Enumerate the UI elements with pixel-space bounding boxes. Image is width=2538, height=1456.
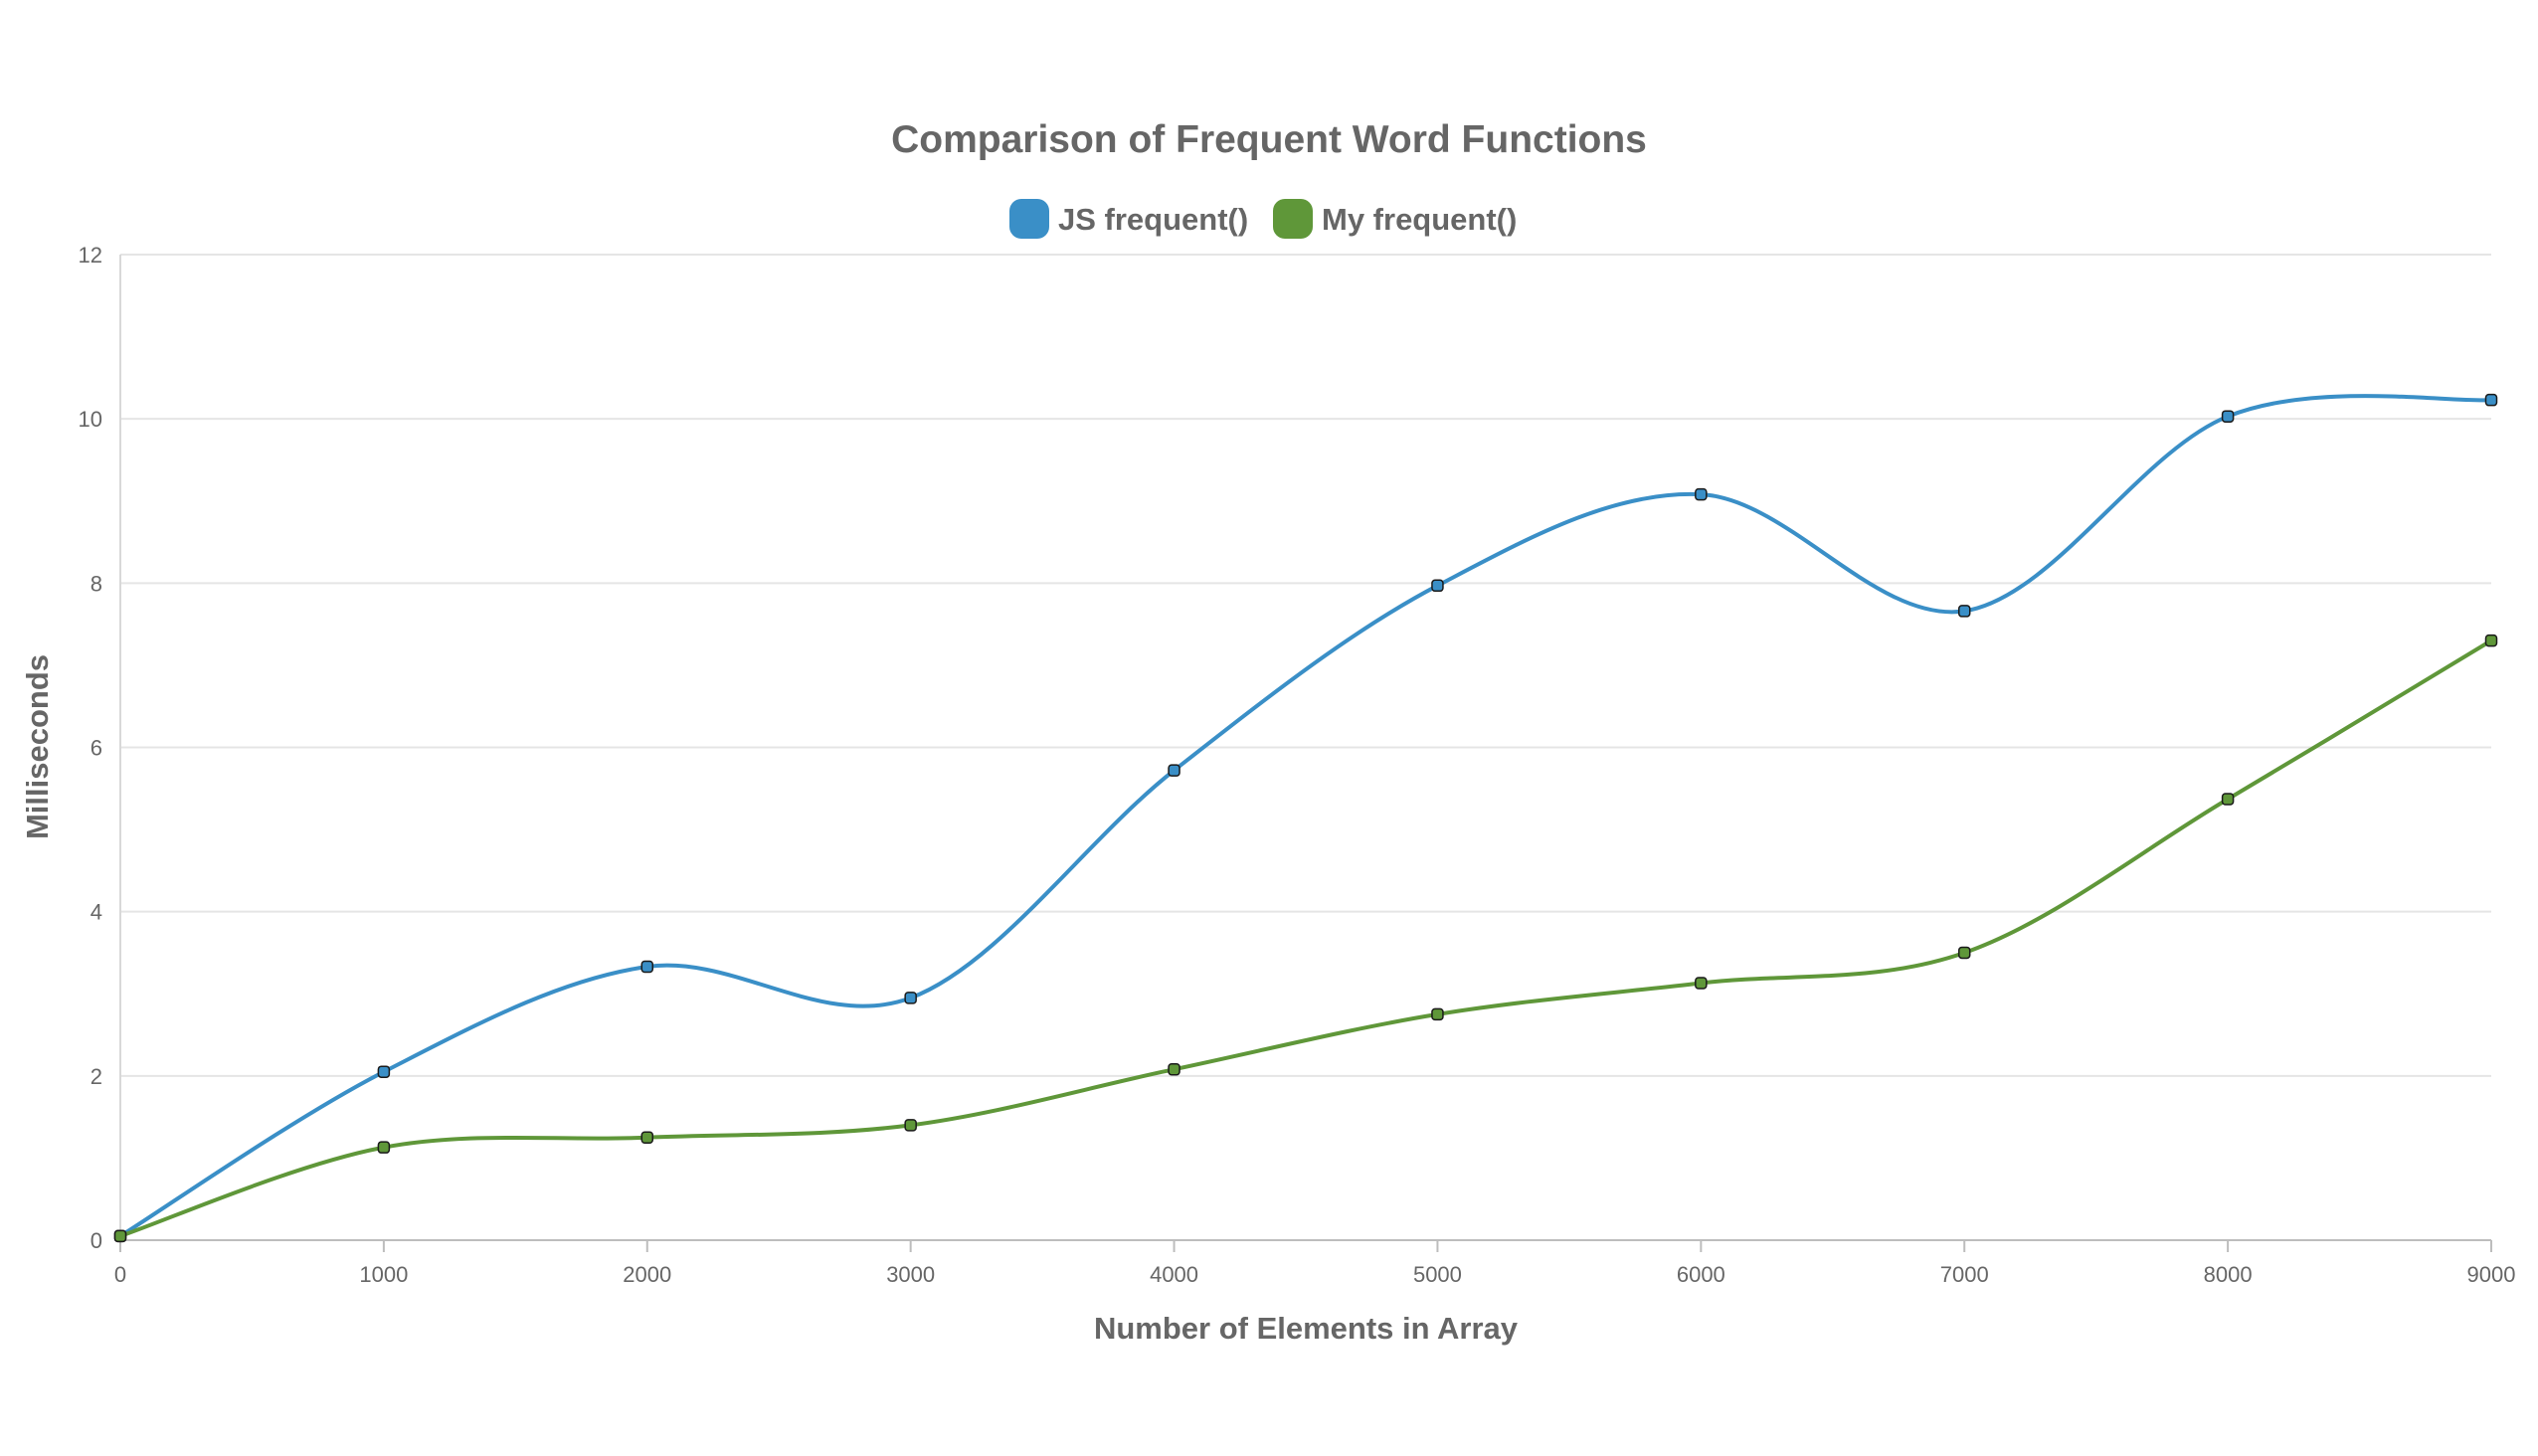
data-point-my-frequent-0[interactable] — [113, 1229, 127, 1243]
series-line-js-frequent — [118, 394, 2493, 1238]
x-tick-label: 4000 — [1150, 1262, 1198, 1287]
data-point-my-frequent-2000[interactable] — [640, 1131, 654, 1145]
x-tick-label: 0 — [114, 1262, 126, 1287]
y-tick-label: 12 — [79, 243, 102, 268]
x-tick-label: 2000 — [623, 1262, 671, 1287]
y-tick-label: 6 — [91, 736, 102, 761]
data-point-my-frequent-9000[interactable] — [2484, 634, 2498, 647]
chart-title: Comparison of Frequent Word Functions — [891, 118, 1647, 161]
y-tick-label: 8 — [91, 571, 102, 596]
data-point-js-frequent-8000[interactable] — [2221, 410, 2235, 423]
data-point-js-frequent-5000[interactable] — [1431, 579, 1444, 593]
legend-label-my-frequent[interactable]: My frequent() — [1322, 202, 1517, 237]
data-point-js-frequent-1000[interactable] — [377, 1065, 391, 1078]
data-point-js-frequent-6000[interactable] — [1695, 487, 1708, 501]
data-point-my-frequent-3000[interactable] — [904, 1119, 917, 1132]
data-point-js-frequent-4000[interactable] — [1168, 764, 1180, 777]
y-tick-label: 0 — [91, 1228, 102, 1253]
data-point-js-frequent-3000[interactable] — [904, 992, 917, 1004]
data-point-my-frequent-1000[interactable] — [377, 1141, 391, 1154]
data-point-my-frequent-7000[interactable] — [1957, 946, 1971, 960]
data-point-my-frequent-5000[interactable] — [1431, 1007, 1444, 1021]
x-tick-label: 7000 — [1940, 1262, 1989, 1287]
data-point-js-frequent-2000[interactable] — [640, 960, 654, 974]
y-tick-label: 4 — [91, 900, 102, 925]
data-point-my-frequent-8000[interactable] — [2221, 793, 2235, 806]
series-lines — [118, 394, 2493, 1238]
x-tick-label: 6000 — [1677, 1262, 1725, 1287]
data-point-js-frequent-7000[interactable] — [1957, 605, 1971, 618]
series-points — [113, 393, 2498, 1243]
x-tick-label: 1000 — [359, 1262, 408, 1287]
legend-label-js-frequent[interactable]: JS frequent() — [1058, 202, 1248, 237]
y-axis-ticks: 0 2 4 6 8 10 12 — [79, 243, 102, 1253]
x-axis-title: Number of Elements in Array — [1094, 1311, 1519, 1346]
data-point-my-frequent-6000[interactable] — [1695, 977, 1708, 990]
series-line-my-frequent — [118, 638, 2493, 1238]
x-tick-label: 5000 — [1413, 1262, 1462, 1287]
data-point-js-frequent-9000[interactable] — [2484, 393, 2498, 407]
y-tick-label: 10 — [79, 407, 102, 432]
legend-swatch-js-frequent[interactable] — [1009, 199, 1049, 239]
x-tick-label: 3000 — [886, 1262, 935, 1287]
x-tick-label: 9000 — [2467, 1262, 2516, 1287]
x-axis-ticks: 0 1000 2000 3000 4000 5000 6000 7000 8000 9000 — [114, 1240, 2516, 1287]
grid-lines — [120, 254, 2491, 1077]
y-tick-label: 2 — [91, 1064, 102, 1089]
x-tick-label: 8000 — [2204, 1262, 2253, 1287]
y-axis-title: Milliseconds — [20, 654, 55, 839]
legend: JS frequent() My frequent() — [1009, 199, 1517, 239]
data-point-my-frequent-4000[interactable] — [1168, 1062, 1180, 1076]
legend-swatch-my-frequent[interactable] — [1273, 199, 1313, 239]
